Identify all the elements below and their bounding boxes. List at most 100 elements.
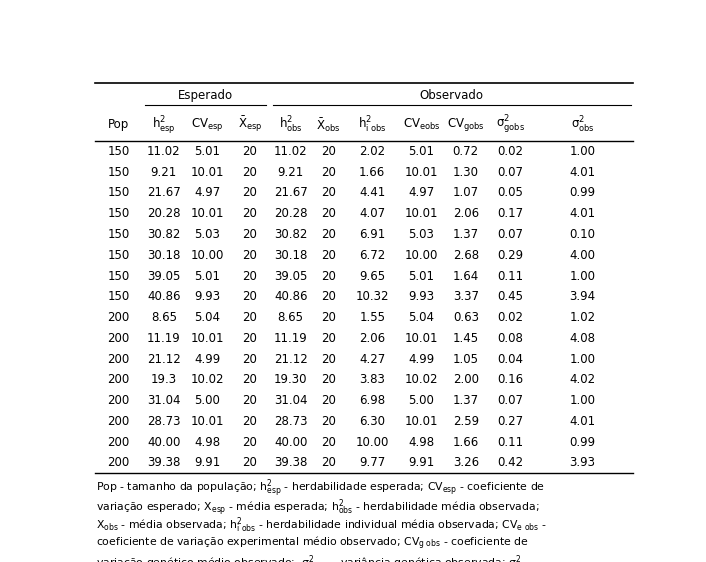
Text: 0.29: 0.29 — [497, 249, 523, 262]
Text: 10.02: 10.02 — [405, 373, 438, 387]
Text: 4.99: 4.99 — [194, 352, 221, 366]
Text: 20: 20 — [242, 207, 257, 220]
Text: 20: 20 — [242, 373, 257, 387]
Text: 3.37: 3.37 — [453, 291, 479, 303]
Text: 11.19: 11.19 — [274, 332, 308, 345]
Text: 3.26: 3.26 — [453, 456, 479, 469]
Text: 5.01: 5.01 — [195, 270, 220, 283]
Text: 20: 20 — [321, 291, 336, 303]
Text: Esperado: Esperado — [179, 89, 234, 102]
Text: 0.63: 0.63 — [453, 311, 479, 324]
Text: 20: 20 — [321, 352, 336, 366]
Text: 39.05: 39.05 — [147, 270, 181, 283]
Text: variação genético médio observado;  $\mathregular{\sigma^2_{g\ obs}}$ - variânci: variação genético médio observado; $\mat… — [97, 554, 539, 562]
Text: 31.04: 31.04 — [147, 394, 181, 407]
Text: 2.68: 2.68 — [453, 249, 479, 262]
Text: 28.73: 28.73 — [274, 415, 307, 428]
Text: 20: 20 — [242, 394, 257, 407]
Text: 0.05: 0.05 — [497, 187, 523, 200]
Text: 0.02: 0.02 — [497, 311, 523, 324]
Text: 9.77: 9.77 — [359, 456, 385, 469]
Text: 28.73: 28.73 — [147, 415, 181, 428]
Text: 1.55: 1.55 — [359, 311, 385, 324]
Text: 20: 20 — [321, 456, 336, 469]
Text: 9.91: 9.91 — [408, 456, 435, 469]
Text: 4.97: 4.97 — [194, 187, 221, 200]
Text: 4.07: 4.07 — [359, 207, 385, 220]
Text: 20: 20 — [321, 145, 336, 158]
Text: 6.98: 6.98 — [359, 394, 385, 407]
Text: 11.19: 11.19 — [147, 332, 181, 345]
Text: 1.45: 1.45 — [453, 332, 479, 345]
Text: 21.67: 21.67 — [274, 187, 308, 200]
Text: $\mathregular{CV_{gobs}}$: $\mathregular{CV_{gobs}}$ — [447, 116, 484, 133]
Text: 1.02: 1.02 — [570, 311, 596, 324]
Text: 30.82: 30.82 — [274, 228, 307, 241]
Text: 20: 20 — [321, 373, 336, 387]
Text: 1.37: 1.37 — [453, 394, 479, 407]
Text: $\mathregular{X_{obs}}$ - média observada; $\mathregular{h^2_{i\ obs}}$ - herdab: $\mathregular{X_{obs}}$ - média observad… — [97, 516, 547, 536]
Text: 10.01: 10.01 — [405, 415, 438, 428]
Text: 10.02: 10.02 — [191, 373, 225, 387]
Text: 9.65: 9.65 — [359, 270, 385, 283]
Text: 10.01: 10.01 — [191, 207, 225, 220]
Text: 20.28: 20.28 — [147, 207, 181, 220]
Text: 20: 20 — [242, 228, 257, 241]
Text: 1.66: 1.66 — [359, 166, 385, 179]
Text: 9.21: 9.21 — [150, 166, 177, 179]
Text: 39.05: 39.05 — [274, 270, 307, 283]
Text: 30.18: 30.18 — [274, 249, 307, 262]
Text: 20: 20 — [321, 270, 336, 283]
Text: 200: 200 — [107, 332, 129, 345]
Text: 5.04: 5.04 — [195, 311, 220, 324]
Text: 40.00: 40.00 — [147, 436, 181, 448]
Text: 0.07: 0.07 — [497, 166, 523, 179]
Text: $\mathregular{h^2_{obs}}$: $\mathregular{h^2_{obs}}$ — [279, 115, 303, 135]
Text: 5.04: 5.04 — [409, 311, 434, 324]
Text: 2.59: 2.59 — [453, 415, 479, 428]
Text: 4.27: 4.27 — [359, 352, 385, 366]
Text: 10.00: 10.00 — [405, 249, 438, 262]
Text: 200: 200 — [107, 415, 129, 428]
Text: 31.04: 31.04 — [274, 394, 307, 407]
Text: 40.00: 40.00 — [274, 436, 307, 448]
Text: 19.3: 19.3 — [150, 373, 176, 387]
Text: 10.01: 10.01 — [405, 166, 438, 179]
Text: 6.91: 6.91 — [359, 228, 385, 241]
Text: 6.30: 6.30 — [359, 415, 385, 428]
Text: 200: 200 — [107, 456, 129, 469]
Text: 200: 200 — [107, 352, 129, 366]
Text: 200: 200 — [107, 436, 129, 448]
Text: 4.00: 4.00 — [570, 249, 596, 262]
Text: 2.06: 2.06 — [359, 332, 385, 345]
Text: 40.86: 40.86 — [147, 291, 181, 303]
Text: 20: 20 — [242, 456, 257, 469]
Text: 20: 20 — [242, 311, 257, 324]
Text: 9.93: 9.93 — [194, 291, 220, 303]
Text: 10.32: 10.32 — [355, 291, 389, 303]
Text: 20: 20 — [242, 291, 257, 303]
Text: 10.01: 10.01 — [191, 332, 225, 345]
Text: 20: 20 — [321, 207, 336, 220]
Text: 4.01: 4.01 — [570, 166, 596, 179]
Text: 1.64: 1.64 — [453, 270, 479, 283]
Text: 0.45: 0.45 — [497, 291, 523, 303]
Text: 150: 150 — [107, 166, 129, 179]
Text: 1.07: 1.07 — [453, 187, 479, 200]
Text: 21.67: 21.67 — [147, 187, 181, 200]
Text: variação esperado; $\mathregular{X_{esp}}$ - média esperada; $\mathregular{h^2_{: variação esperado; $\mathregular{X_{esp}… — [97, 497, 540, 518]
Text: 20: 20 — [321, 187, 336, 200]
Text: 4.08: 4.08 — [570, 332, 596, 345]
Text: 0.08: 0.08 — [497, 332, 523, 345]
Text: 4.98: 4.98 — [194, 436, 220, 448]
Text: 20: 20 — [321, 415, 336, 428]
Text: Observado: Observado — [419, 89, 484, 102]
Text: 3.94: 3.94 — [570, 291, 596, 303]
Text: 5.03: 5.03 — [409, 228, 434, 241]
Text: 21.12: 21.12 — [274, 352, 308, 366]
Text: 10.01: 10.01 — [405, 207, 438, 220]
Text: 200: 200 — [107, 394, 129, 407]
Text: 39.38: 39.38 — [274, 456, 307, 469]
Text: 1.00: 1.00 — [570, 145, 596, 158]
Text: 150: 150 — [107, 228, 129, 241]
